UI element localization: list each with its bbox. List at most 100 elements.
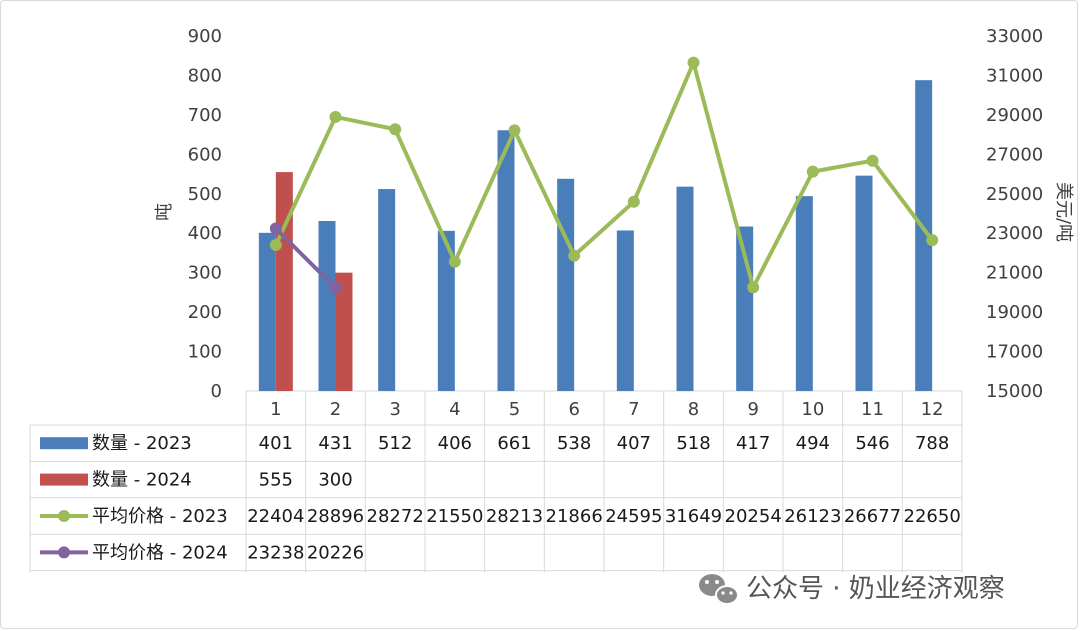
x-tick-label: 10 [801, 399, 824, 420]
data-label: 300 [318, 470, 352, 491]
x-tick-label: 7 [628, 399, 639, 420]
y2-tick-label: 17000 [986, 342, 1043, 363]
y2-tick-label: 27000 [986, 144, 1043, 165]
line-point [269, 222, 282, 235]
line-point [389, 123, 402, 136]
legend-entry: 数量 - 2024 [92, 470, 192, 491]
legend-key [40, 473, 88, 486]
x-tick-label: 12 [921, 399, 944, 420]
y2-tick-label: 19000 [986, 302, 1043, 323]
x-tick-label: 2 [330, 399, 341, 420]
data-label: 24595 [605, 506, 662, 527]
data-label: 20226 [307, 542, 364, 563]
x-tick-label: 6 [568, 399, 579, 420]
series-line [274, 227, 337, 290]
bar [557, 178, 575, 391]
bar [616, 230, 634, 391]
line-point [568, 249, 581, 262]
data-label: 21866 [546, 506, 603, 527]
line-point [329, 281, 342, 294]
data-label: 555 [259, 470, 293, 491]
bar [437, 230, 455, 391]
bar [676, 186, 694, 391]
bar [335, 272, 353, 391]
data-label: 22650 [904, 506, 961, 527]
data-label: 26677 [844, 506, 901, 527]
line-point [747, 281, 760, 294]
y2-axis-title: 美元/吨 [1053, 182, 1074, 242]
y-axis-title: 吨 [154, 203, 175, 221]
y-tick-label: 800 [188, 65, 222, 86]
data-label: 431 [318, 433, 352, 454]
x-tick-label: 1 [270, 399, 281, 420]
legend-entry: 平均价格 - 2023 [92, 506, 228, 527]
y-tick-label: 0 [211, 381, 222, 402]
bar [378, 189, 396, 391]
line-point [866, 154, 879, 167]
legend-key-marker [58, 546, 70, 559]
line-point [508, 124, 521, 137]
data-label: 28896 [307, 506, 364, 527]
y-tick-label: 900 [188, 26, 222, 47]
watermark-text: 公众号 · 奶业经济观察 [746, 574, 1005, 604]
bar [318, 220, 336, 391]
y2-tick-label: 21000 [986, 263, 1043, 284]
legend-entry: 平均价格 - 2024 [92, 542, 228, 563]
x-tick-label: 5 [509, 399, 520, 420]
data-label: 26123 [784, 506, 841, 527]
data-label: 661 [497, 433, 531, 454]
axes: 0100200300400500600700800900150001700019… [188, 26, 1044, 420]
bar [915, 80, 933, 391]
y-tick-label: 100 [188, 342, 222, 363]
y2-tick-label: 25000 [986, 184, 1043, 205]
line-point [448, 255, 461, 268]
line-point [329, 110, 342, 123]
data-label: 22404 [247, 506, 304, 527]
legend-key [40, 437, 88, 450]
lines [269, 56, 939, 294]
bar [258, 232, 276, 391]
data-label: 518 [676, 433, 710, 454]
y-tick-label: 500 [188, 184, 222, 205]
y2-tick-label: 15000 [986, 381, 1043, 402]
y-tick-label: 200 [188, 302, 222, 323]
y-tick-label: 700 [188, 105, 222, 126]
y-tick-label: 400 [188, 223, 222, 244]
line-point [687, 56, 700, 69]
legend-entry: 数量 - 2023 [92, 433, 192, 454]
data-label: 401 [259, 433, 293, 454]
line-point [806, 165, 819, 178]
bar [275, 172, 293, 391]
line-point [627, 195, 640, 208]
legend-key-marker [58, 510, 70, 522]
x-tick-label: 4 [449, 399, 460, 420]
y-tick-label: 600 [188, 144, 222, 165]
bar [795, 196, 813, 391]
watermark: 公众号 · 奶业经济观察 [699, 574, 1005, 605]
data-label: 546 [855, 433, 889, 454]
data-label: 31649 [665, 506, 722, 527]
data-label: 417 [736, 433, 770, 454]
data-label: 406 [438, 433, 472, 454]
y2-tick-label: 33000 [986, 26, 1043, 47]
line-point [269, 238, 282, 251]
data-label: 512 [378, 433, 412, 454]
wechat-icon [699, 574, 739, 605]
line-point [926, 234, 939, 247]
y2-tick-label: 31000 [986, 65, 1043, 86]
x-tick-label: 9 [747, 399, 758, 420]
series-line [274, 60, 934, 290]
x-tick-label: 3 [389, 399, 400, 420]
data-label: 788 [915, 433, 949, 454]
data-label: 23238 [247, 542, 304, 563]
data-label: 28213 [486, 506, 543, 527]
data-label: 20254 [725, 506, 782, 527]
bar [497, 130, 515, 391]
x-tick-label: 11 [861, 399, 884, 420]
data-label: 538 [557, 433, 591, 454]
y2-tick-label: 23000 [986, 223, 1043, 244]
data-label: 28272 [367, 506, 424, 527]
y-tick-label: 300 [188, 263, 222, 284]
